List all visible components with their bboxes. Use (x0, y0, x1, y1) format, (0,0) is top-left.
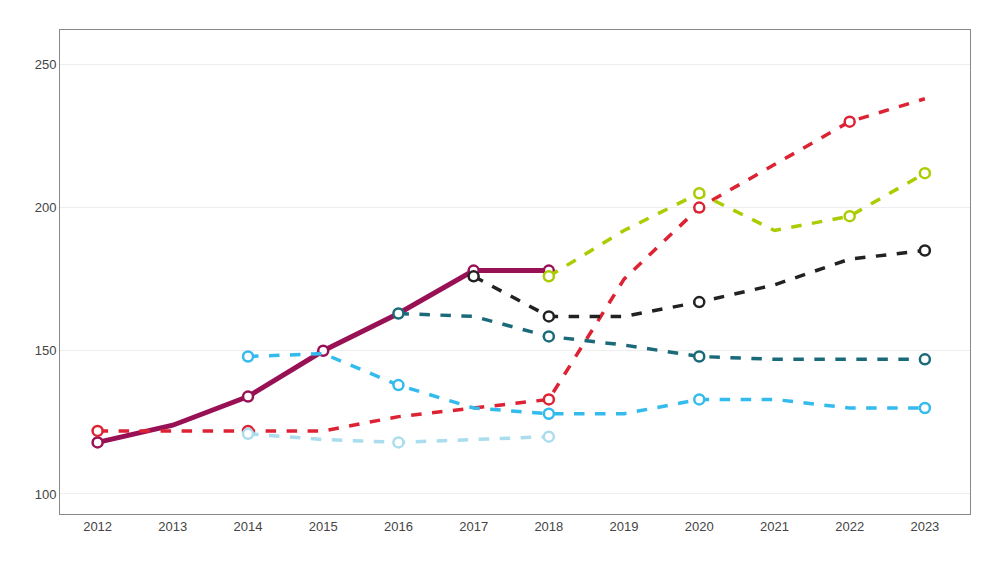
svg-text:2014: 2014 (234, 519, 263, 534)
svg-text:2017: 2017 (459, 519, 488, 534)
svg-text:2018: 2018 (534, 519, 563, 534)
svg-text:200: 200 (35, 200, 57, 215)
svg-text:2020: 2020 (685, 519, 714, 534)
svg-text:2015: 2015 (309, 519, 338, 534)
svg-text:2022: 2022 (835, 519, 864, 534)
svg-text:2019: 2019 (610, 519, 639, 534)
svg-text:2013: 2013 (158, 519, 187, 534)
svg-text:2023: 2023 (910, 519, 939, 534)
svg-text:2021: 2021 (760, 519, 789, 534)
svg-text:250: 250 (35, 57, 57, 72)
svg-text:100: 100 (35, 487, 57, 502)
svg-text:150: 150 (35, 343, 57, 358)
svg-text:2016: 2016 (384, 519, 413, 534)
svg-text:2012: 2012 (83, 519, 112, 534)
